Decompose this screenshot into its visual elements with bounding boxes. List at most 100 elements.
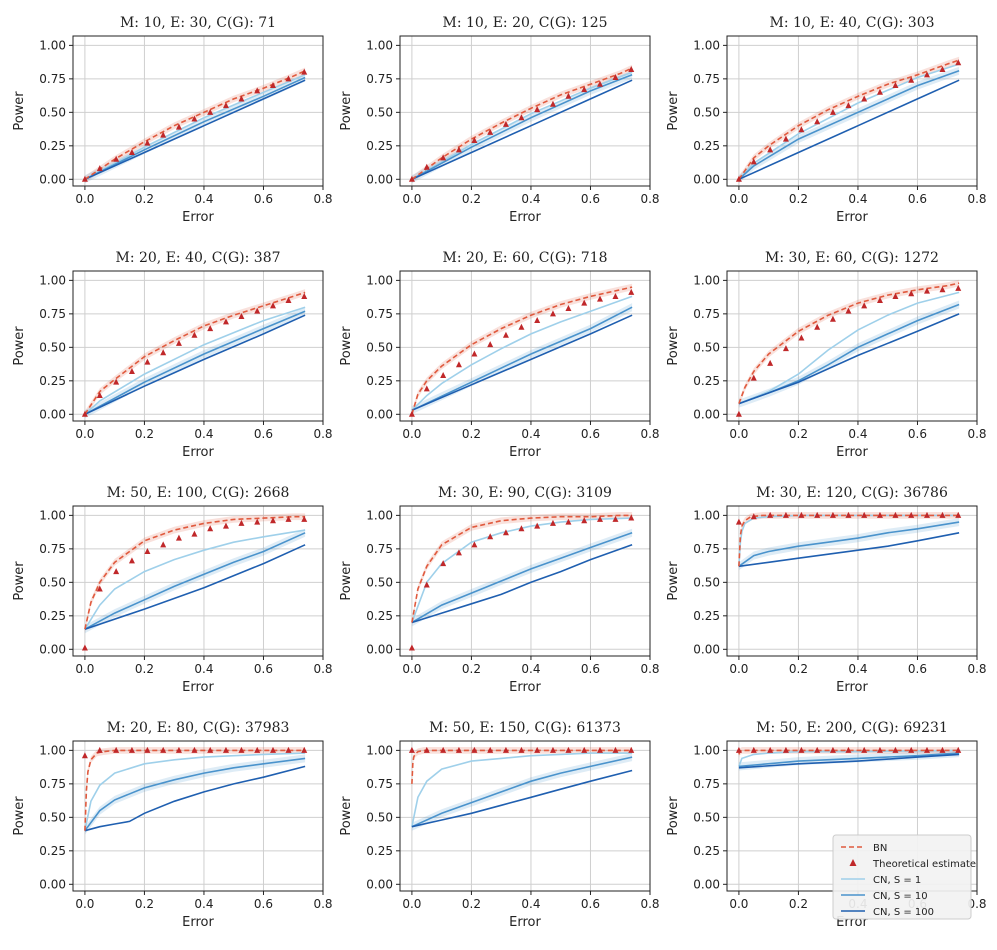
- theoretical-marker: [908, 746, 915, 753]
- theoretical-marker: [767, 511, 774, 518]
- cn-s10-band: [84, 73, 306, 184]
- series-line-bn: [411, 286, 633, 415]
- theoretical-marker: [767, 359, 774, 366]
- theoretical-marker: [222, 102, 229, 109]
- axes-frame: [726, 35, 978, 187]
- y-axis-label: Power: [666, 796, 681, 836]
- cn-s10-band: [84, 528, 306, 634]
- x-tick-label: 0.6: [908, 192, 927, 206]
- theoretical-marker: [191, 331, 198, 338]
- x-tick-label: 0.8: [967, 427, 986, 441]
- series-line-cn-s-100: [738, 79, 960, 181]
- theoretical-marker: [628, 746, 635, 753]
- x-tick-label: 0.2: [789, 897, 808, 911]
- theoretical-marker: [207, 108, 214, 115]
- theoretical-marker: [440, 746, 447, 753]
- y-tick-label: 0.50: [39, 340, 66, 354]
- theoretical-marker: [908, 511, 915, 518]
- series-line-cn-s-10: [738, 70, 960, 180]
- bn-band: [84, 67, 306, 183]
- x-tick-label: 0.4: [848, 192, 867, 206]
- theoretical-marker: [565, 305, 572, 311]
- x-tick-label: 0.8: [967, 662, 986, 676]
- y-tick-label: 0.00: [39, 407, 66, 421]
- theoretical-marker: [845, 746, 852, 753]
- theoretical-marker: [798, 334, 805, 341]
- series-line-cn-s-1: [738, 63, 960, 180]
- x-tick-label: 0.0: [402, 662, 421, 676]
- panel-title: M: 20, E: 40, C(G): 387: [115, 250, 280, 266]
- theoretical-marker: [502, 746, 509, 753]
- series-line-bn: [84, 291, 306, 415]
- x-tick-label: 0.4: [194, 897, 213, 911]
- theoretical-marker: [487, 128, 494, 135]
- y-axis-label: Power: [339, 326, 354, 366]
- theoretical-marker: [238, 746, 245, 753]
- x-axis-label: Error: [509, 915, 541, 930]
- theoretical-marker: [471, 541, 478, 548]
- legend-box: [832, 834, 972, 920]
- x-tick-label: 0.8: [640, 427, 659, 441]
- theoretical-marker: [423, 163, 430, 170]
- theoretical-marker: [96, 165, 103, 172]
- theoretical-marker: [750, 158, 757, 165]
- x-tick-label: 0.8: [967, 192, 986, 206]
- theoretical-marker: [534, 106, 541, 113]
- theoretical-marker: [191, 115, 198, 122]
- theoretical-marker: [518, 746, 525, 753]
- series-line-cn-s-10: [738, 752, 960, 768]
- x-tick-label: 0.2: [462, 662, 481, 676]
- theoretical-marker: [301, 68, 308, 75]
- theoretical-marker: [301, 292, 308, 299]
- panel-title: M: 10, E: 20, C(G): 125: [442, 15, 607, 31]
- theoretical-marker: [549, 519, 556, 526]
- x-axis-label: Error: [836, 680, 868, 695]
- x-tick-label: 0.8: [640, 192, 659, 206]
- theoretical-marker: [534, 746, 541, 753]
- y-tick-label: 0.50: [366, 575, 393, 589]
- series-line-cn-s-100: [738, 753, 960, 769]
- x-tick-label: 0.2: [135, 662, 154, 676]
- panel-title: M: 20, E: 80, C(G): 37983: [107, 720, 290, 736]
- x-tick-label: 0.0: [729, 192, 748, 206]
- theoretical-marker: [597, 515, 603, 522]
- theoretical-marker: [487, 341, 494, 348]
- y-tick-label: 0.00: [693, 172, 720, 186]
- x-tick-label: 0.4: [194, 192, 213, 206]
- theoretical-marker: [96, 392, 103, 399]
- theoretical-marker: [191, 530, 198, 537]
- panel-title: M: 10, E: 30, C(G): 71: [120, 15, 276, 31]
- x-tick-label: 0.0: [75, 192, 94, 206]
- y-tick-label: 0.25: [366, 139, 393, 153]
- series-line-cn-s-1: [411, 517, 633, 623]
- theoretical-marker: [471, 746, 478, 753]
- theoretical-marker: [845, 511, 852, 518]
- y-tick-label: 1.00: [366, 508, 393, 522]
- theoretical-marker: [892, 82, 899, 89]
- y-tick-label: 0.75: [366, 542, 393, 556]
- theoretical-marker: [750, 746, 757, 753]
- theoretical-marker: [175, 534, 182, 541]
- theoretical-marker: [939, 65, 946, 72]
- theoretical-marker: [955, 746, 962, 753]
- theoretical-marker: [254, 746, 261, 753]
- series-line-bn: [411, 514, 633, 623]
- theoretical-marker: [285, 746, 292, 753]
- series-line-bn: [84, 749, 306, 831]
- y-tick-label: 0.50: [366, 105, 393, 119]
- theoretical-marker: [798, 746, 805, 753]
- theoretical-marker: [612, 746, 619, 753]
- theoretical-marker: [581, 299, 588, 306]
- y-tick-label: 0.25: [693, 374, 720, 388]
- axes-frame: [72, 740, 324, 892]
- theoretical-marker: [113, 378, 120, 385]
- series-line-cn-s-10: [84, 310, 306, 416]
- theoretical-marker: [908, 76, 915, 83]
- y-tick-label: 0.25: [39, 609, 66, 623]
- x-tick-label: 0.6: [908, 427, 927, 441]
- panel-title: M: 30, E: 90, C(G): 3109: [438, 485, 612, 501]
- theoretical-marker: [144, 548, 151, 555]
- theoretical-marker: [955, 59, 962, 66]
- y-axis-label: Power: [666, 91, 681, 131]
- theoretical-marker: [408, 410, 415, 417]
